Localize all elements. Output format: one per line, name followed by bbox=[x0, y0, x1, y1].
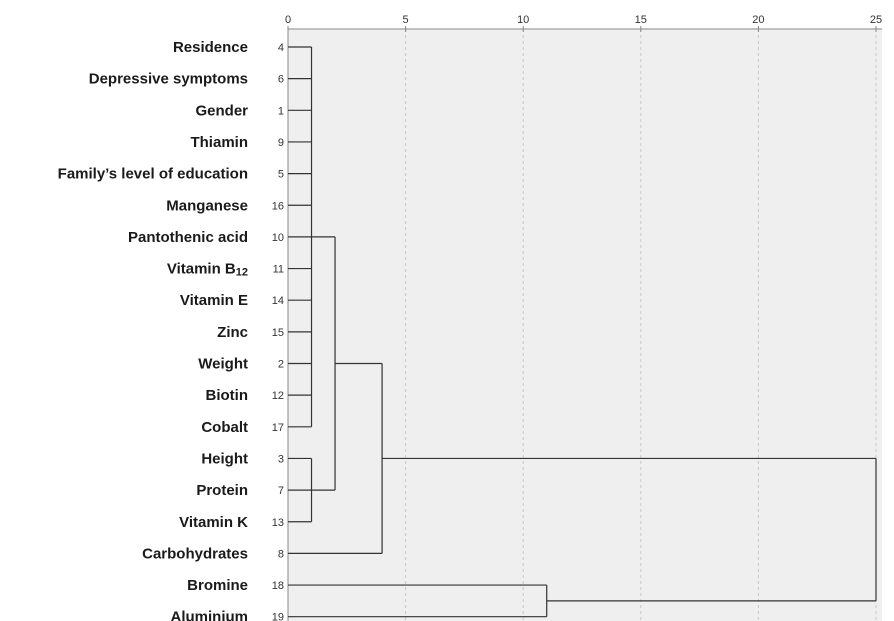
leaf-case-number: 12 bbox=[272, 390, 284, 402]
leaf-case-number: 2 bbox=[278, 359, 284, 371]
leaf-label: Height bbox=[201, 450, 248, 467]
leaf-case-number: 1 bbox=[278, 105, 284, 117]
leaf-case-number: 17 bbox=[272, 422, 284, 434]
leaf-label: Thiamin bbox=[190, 134, 248, 151]
leaf-label: Manganese bbox=[166, 197, 248, 214]
leaf-label: Vitamin B12 bbox=[167, 261, 248, 279]
leaf-label: Protein bbox=[196, 482, 248, 499]
tick-label-10: 10 bbox=[517, 14, 529, 26]
leaf-label: Family’s level of education bbox=[58, 166, 248, 183]
leaf-labels: Residence 4 Depressive symptoms 6 Gender 1 Thi… bbox=[58, 39, 284, 621]
leaf-label: Vitamin E bbox=[180, 292, 248, 309]
leaf-case-number: 6 bbox=[278, 74, 284, 86]
leaf-case-number: 19 bbox=[272, 612, 284, 621]
leaf-label: Weight bbox=[198, 356, 248, 373]
dendrogram-tree bbox=[288, 46, 877, 618]
x-axis-ticks: 0 5 10 15 20 25 bbox=[285, 14, 882, 32]
plot-background bbox=[288, 29, 882, 621]
tick-label-0: 0 bbox=[285, 14, 291, 26]
leaf-case-number: 11 bbox=[273, 264, 284, 276]
leaf-label: Biotin bbox=[206, 387, 249, 404]
tick-label-15: 15 bbox=[635, 14, 647, 26]
leaf-case-number: 7 bbox=[278, 485, 284, 497]
leaf-case-number: 3 bbox=[278, 453, 284, 465]
leaf-case-number: 14 bbox=[272, 295, 284, 307]
leaf-case-number: 15 bbox=[272, 327, 284, 339]
leaf-case-number: 16 bbox=[272, 200, 284, 212]
leaf-label: Pantothenic acid bbox=[128, 229, 248, 246]
leaf-label: Bromine bbox=[187, 577, 248, 594]
grid-lines bbox=[405, 29, 877, 621]
tick-label-25: 25 bbox=[870, 14, 882, 26]
leaf-label: Carbohydrates bbox=[142, 545, 248, 562]
leaf-label: Cobalt bbox=[201, 419, 248, 436]
leaf-label: Residence bbox=[173, 39, 248, 56]
leaf-case-number: 9 bbox=[278, 137, 284, 149]
leaf-label: Aluminium bbox=[171, 609, 249, 621]
leaf-case-number: 4 bbox=[278, 42, 284, 54]
leaf-case-number: 13 bbox=[272, 517, 284, 529]
leaf-label: Depressive symptoms bbox=[89, 71, 248, 88]
leaf-case-number: 5 bbox=[278, 169, 284, 181]
leaf-label: Gender bbox=[195, 102, 248, 119]
tick-label-20: 20 bbox=[752, 14, 764, 26]
tick-label-5: 5 bbox=[403, 14, 409, 26]
leaf-case-number: 8 bbox=[278, 548, 284, 560]
leaf-case-number: 18 bbox=[272, 580, 284, 592]
leaf-case-number: 10 bbox=[272, 232, 284, 244]
leaf-label: Zinc bbox=[217, 324, 248, 341]
leaf-label: Vitamin K bbox=[179, 514, 248, 531]
